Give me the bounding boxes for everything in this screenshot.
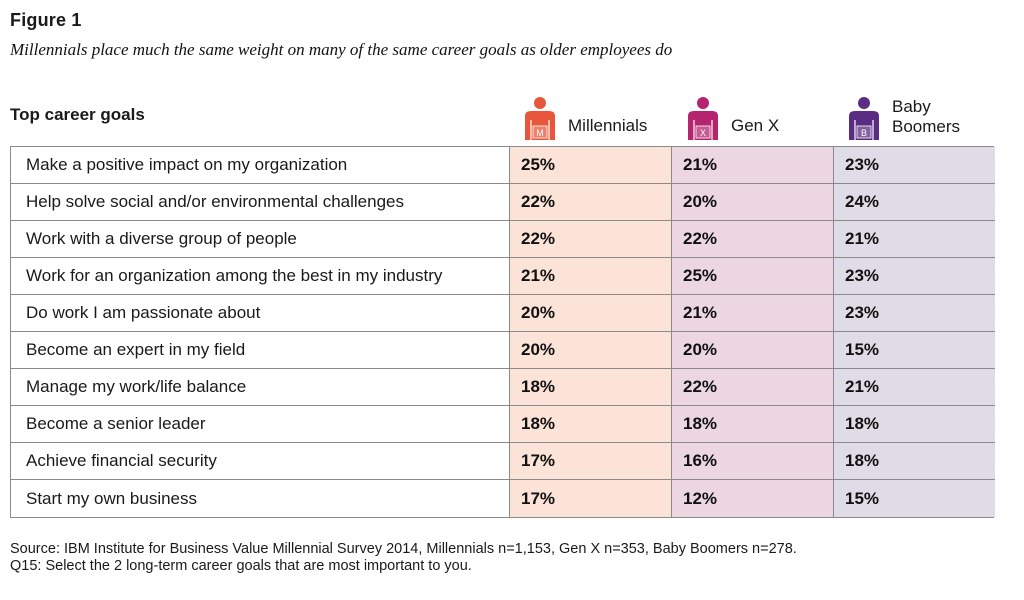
value-cell-boom: 18% <box>834 406 995 443</box>
figure-title: Millennials place much the same weight o… <box>10 40 673 59</box>
value-cell-boom: 23% <box>834 258 995 295</box>
value-cell-mil: 17% <box>510 480 672 517</box>
question-line: Q15: Select the 2 long-term career goals… <box>10 558 472 574</box>
value-cell-mil: 20% <box>510 332 672 369</box>
column-header-label: Millennials <box>568 116 648 135</box>
value-cell-mil: 18% <box>510 406 672 443</box>
value-cell-genx: 22% <box>672 221 834 258</box>
table-header-label: Top career goals <box>10 105 145 124</box>
person-badge-letter: X <box>700 128 706 138</box>
column-header-label: Gen X <box>731 116 780 135</box>
person-icon: M <box>520 96 560 140</box>
figure-label: Figure 1 <box>10 10 82 30</box>
value-cell-genx: 20% <box>672 184 834 221</box>
goal-cell: Do work I am passionate about <box>11 295 510 332</box>
value-cell-genx: 16% <box>672 443 834 480</box>
value-cell-mil: 18% <box>510 369 672 406</box>
value-cell-mil: 17% <box>510 443 672 480</box>
value-cell-genx: 21% <box>672 147 834 184</box>
goal-cell: Become an expert in my field <box>11 332 510 369</box>
value-cell-mil: 22% <box>510 184 672 221</box>
value-cell-boom: 21% <box>834 221 995 258</box>
value-cell-genx: 12% <box>672 480 834 517</box>
person-badge-letter: B <box>861 128 867 138</box>
column-header-label-line2: Boomers <box>892 117 961 136</box>
value-cell-mil: 22% <box>510 221 672 258</box>
value-cell-genx: 21% <box>672 295 834 332</box>
goal-cell: Become a senior leader <box>11 406 510 443</box>
career-goals-table: Make a positive impact on my organizatio… <box>10 146 995 518</box>
value-cell-mil: 25% <box>510 147 672 184</box>
column-header-millennials: M Millennials <box>520 92 647 144</box>
value-cell-boom: 21% <box>834 369 995 406</box>
value-cell-mil: 21% <box>510 258 672 295</box>
goal-cell: Make a positive impact on my organizatio… <box>11 147 510 184</box>
column-header-genx: X Gen X <box>683 92 779 144</box>
value-cell-genx: 22% <box>672 369 834 406</box>
value-cell-genx: 20% <box>672 332 834 369</box>
source-note: Source: IBM Institute for Business Value… <box>10 541 797 575</box>
person-badge-letter: M <box>536 128 544 138</box>
value-cell-boom: 23% <box>834 295 995 332</box>
person-icon: B <box>844 96 884 140</box>
goal-cell: Achieve financial security <box>11 443 510 480</box>
goal-cell: Start my own business <box>11 480 510 517</box>
value-cell-boom: 15% <box>834 332 995 369</box>
goal-cell: Work with a diverse group of people <box>11 221 510 258</box>
value-cell-genx: 18% <box>672 406 834 443</box>
value-cell-boom: 24% <box>834 184 995 221</box>
value-cell-genx: 25% <box>672 258 834 295</box>
source-line: Source: IBM Institute for Business Value… <box>10 541 797 557</box>
goal-cell: Work for an organization among the best … <box>11 258 510 295</box>
goal-cell: Help solve social and/or environmental c… <box>11 184 510 221</box>
value-cell-mil: 20% <box>510 295 672 332</box>
column-header-boomers: B Baby Boomers <box>844 92 960 144</box>
person-icon: X <box>683 96 723 140</box>
goal-cell: Manage my work/life balance <box>11 369 510 406</box>
value-cell-boom: 18% <box>834 443 995 480</box>
value-cell-boom: 15% <box>834 480 995 517</box>
column-header-label: Baby <box>892 97 931 116</box>
value-cell-boom: 23% <box>834 147 995 184</box>
